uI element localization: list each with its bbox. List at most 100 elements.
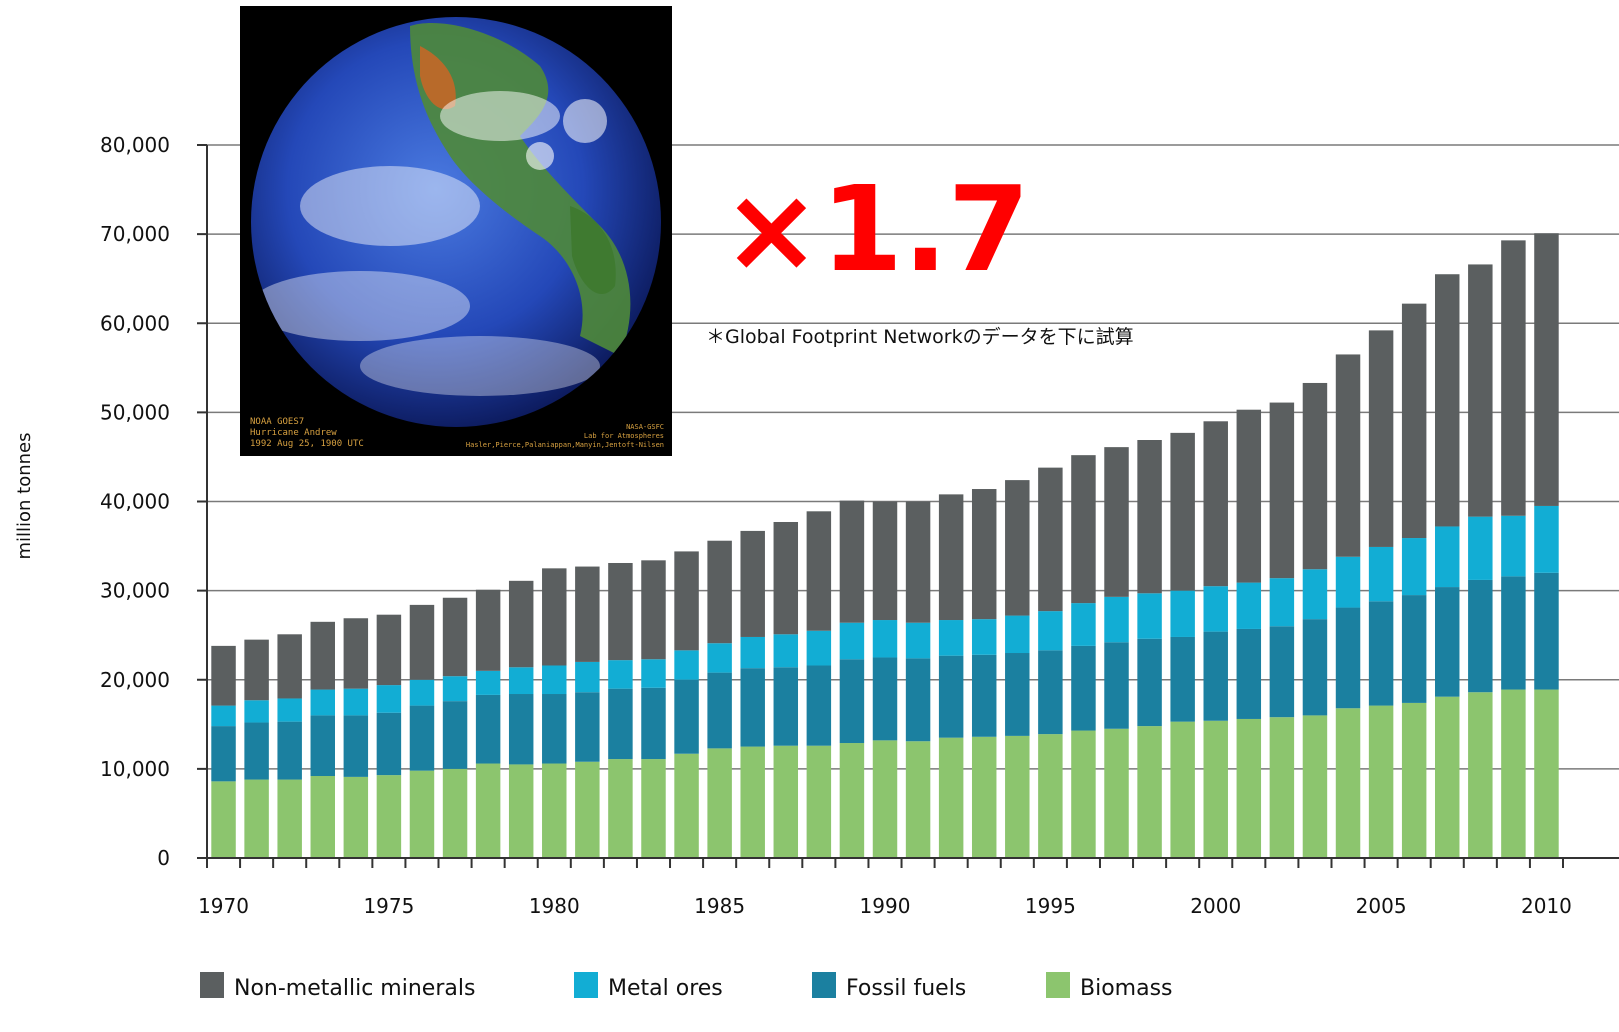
bar-fossil-fuels-1988 xyxy=(806,665,832,746)
bar-biomass-1986 xyxy=(740,746,765,858)
bar-non-metallic-minerals-1981 xyxy=(575,566,600,662)
bar-metal-ores-1983 xyxy=(641,659,666,688)
y-tick-label: 30,000 xyxy=(100,579,170,603)
bar-fossil-fuels-1990 xyxy=(872,657,898,741)
bar-non-metallic-minerals-1993 xyxy=(971,489,997,620)
bar-metal-ores-1997 xyxy=(1104,596,1129,643)
bar-biomass-1976 xyxy=(409,770,435,858)
bar-fossil-fuels-1974 xyxy=(343,715,369,777)
bar-fossil-fuels-1973 xyxy=(310,715,335,777)
bar-metal-ores-1995 xyxy=(1038,611,1063,651)
bar-non-metallic-minerals-2004 xyxy=(1335,354,1361,557)
chart-legend: Non-metallic minerals Metal ores Fossil fu… xyxy=(200,972,1173,1001)
bar-biomass-2007 xyxy=(1435,696,1460,858)
bar-biomass-2008 xyxy=(1468,692,1493,858)
bar-fossil-fuels-1995 xyxy=(1038,650,1063,735)
bar-biomass-1970 xyxy=(211,781,236,858)
bar-metal-ores-1991 xyxy=(905,622,931,659)
bar-biomass-1987 xyxy=(773,745,799,858)
bar-fossil-fuels-2010 xyxy=(1534,572,1559,690)
chart-bars xyxy=(211,233,1559,858)
bar-biomass-1997 xyxy=(1104,728,1129,858)
bar-biomass-1979 xyxy=(508,764,534,858)
bar-biomass-1998 xyxy=(1137,726,1162,858)
footnote-text: ＊Global Footprint Networkのデータを下に試算 xyxy=(706,326,1134,348)
bar-biomass-1978 xyxy=(475,763,501,858)
bar-biomass-1991 xyxy=(905,741,931,858)
bar-fossil-fuels-1985 xyxy=(707,672,732,749)
bar-metal-ores-2006 xyxy=(1401,538,1427,596)
bar-metal-ores-1994 xyxy=(1005,615,1030,654)
bar-fossil-fuels-2004 xyxy=(1335,607,1361,709)
bar-non-metallic-minerals-1989 xyxy=(839,500,865,623)
bar-biomass-2009 xyxy=(1501,689,1526,858)
bar-fossil-fuels-1975 xyxy=(376,712,402,776)
bar-non-metallic-minerals-1986 xyxy=(740,530,765,637)
bar-biomass-1995 xyxy=(1038,734,1063,858)
bar-biomass-1977 xyxy=(442,768,468,858)
x-tick-label: 1970 xyxy=(198,894,249,918)
bar-non-metallic-minerals-2010 xyxy=(1534,233,1559,506)
bar-fossil-fuels-1982 xyxy=(608,688,633,760)
x-tick-label: 1980 xyxy=(529,894,580,918)
bar-non-metallic-minerals-1972 xyxy=(277,634,302,699)
bar-fossil-fuels-2000 xyxy=(1203,631,1228,721)
bar-non-metallic-minerals-1976 xyxy=(409,604,435,680)
bar-metal-ores-1989 xyxy=(839,622,865,660)
bar-metal-ores-1990 xyxy=(872,620,898,658)
bar-biomass-2003 xyxy=(1302,715,1328,858)
x-tick-label: 2005 xyxy=(1356,894,1407,918)
bar-metal-ores-1978 xyxy=(475,670,501,695)
bar-non-metallic-minerals-1970 xyxy=(211,645,236,706)
bar-fossil-fuels-1999 xyxy=(1170,636,1195,722)
bar-metal-ores-1984 xyxy=(674,650,699,680)
bar-fossil-fuels-1972 xyxy=(277,721,302,780)
earth-satellite-photo: NOAA GOES7 Hurricane Andrew 1992 Aug 25,… xyxy=(240,6,672,456)
bar-metal-ores-1971 xyxy=(244,700,269,723)
bar-fossil-fuels-2001 xyxy=(1236,628,1262,719)
y-tick-label: 20,000 xyxy=(100,668,170,692)
bar-biomass-1996 xyxy=(1071,730,1096,858)
bar-biomass-1982 xyxy=(608,759,633,858)
bar-biomass-1973 xyxy=(310,776,335,858)
bar-biomass-2000 xyxy=(1203,720,1228,858)
y-tick-labels: 0 10,000 20,000 30,000 40,000 50,000 60,000 70,… xyxy=(100,133,170,870)
bar-metal-ores-1976 xyxy=(409,679,435,706)
y-tick-label: 50,000 xyxy=(100,400,170,424)
x-tick-labels: 1970 1975 1980 1985 1990 1995 2000 2005 2010 xyxy=(198,894,1572,918)
bar-non-metallic-minerals-1975 xyxy=(376,614,402,686)
bar-fossil-fuels-1989 xyxy=(839,659,865,744)
bar-metal-ores-1972 xyxy=(277,698,302,722)
bar-biomass-1999 xyxy=(1170,721,1195,858)
bar-non-metallic-minerals-1991 xyxy=(905,501,931,623)
bar-non-metallic-minerals-1987 xyxy=(773,521,799,635)
x-tick-label: 2000 xyxy=(1190,894,1241,918)
bar-non-metallic-minerals-1984 xyxy=(674,551,699,651)
bar-fossil-fuels-1970 xyxy=(211,726,236,782)
x-tick-label: 1990 xyxy=(860,894,911,918)
legend-swatch xyxy=(200,972,224,998)
bar-fossil-fuels-1976 xyxy=(409,705,435,771)
bar-fossil-fuels-1987 xyxy=(773,667,799,746)
bar-biomass-2002 xyxy=(1269,717,1295,858)
bar-biomass-1971 xyxy=(244,779,269,858)
bar-non-metallic-minerals-2003 xyxy=(1302,382,1328,570)
bar-metal-ores-1973 xyxy=(310,689,335,716)
bar-biomass-1990 xyxy=(872,740,898,858)
photo-caption-left: NOAA GOES7 Hurricane Andrew 1992 Aug 25,… xyxy=(250,417,364,449)
bar-non-metallic-minerals-1985 xyxy=(707,540,732,644)
bar-biomass-1988 xyxy=(806,745,832,858)
bar-non-metallic-minerals-2007 xyxy=(1435,274,1460,527)
x-tick-label: 1995 xyxy=(1025,894,1076,918)
bar-metal-ores-1982 xyxy=(608,660,633,689)
bar-non-metallic-minerals-1978 xyxy=(475,589,501,671)
bar-fossil-fuels-1984 xyxy=(674,679,699,754)
bar-metal-ores-1975 xyxy=(376,685,402,713)
legend-label: Biomass xyxy=(1080,976,1173,1001)
bar-biomass-2010 xyxy=(1534,689,1559,858)
bar-metal-ores-1996 xyxy=(1071,603,1096,646)
bar-non-metallic-minerals-1996 xyxy=(1071,455,1096,604)
y-tick-label: 40,000 xyxy=(100,490,170,514)
y-tick-label: 80,000 xyxy=(100,133,170,157)
